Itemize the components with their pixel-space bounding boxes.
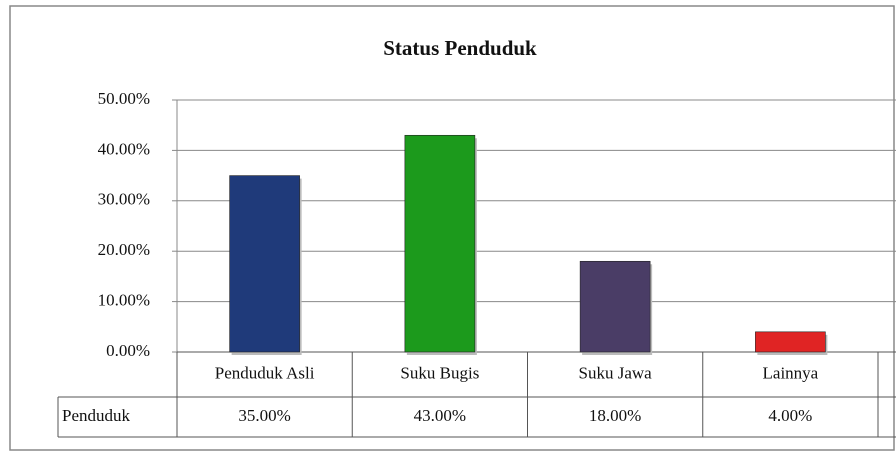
x-tick-label: Suku Bugis xyxy=(400,363,479,382)
bar xyxy=(579,260,651,353)
y-tick-label: 20.00% xyxy=(98,240,150,259)
x-tick-label: Suku Jawa xyxy=(579,363,653,382)
x-tick-label: Penduduk Asli xyxy=(215,363,315,382)
y-tick-label: 30.00% xyxy=(98,190,150,209)
bar xyxy=(404,134,476,353)
chart-title: Status Penduduk xyxy=(383,36,537,60)
y-tick-label: 0.00% xyxy=(106,341,150,360)
data-label: 35.00% xyxy=(238,406,290,425)
x-tick-label: Lainnya xyxy=(763,363,819,382)
y-tick-label: 50.00% xyxy=(98,89,150,108)
data-label: 43.00% xyxy=(414,406,466,425)
data-label: 18.00% xyxy=(589,406,641,425)
legend-key: Penduduk xyxy=(62,406,131,425)
bar xyxy=(229,175,300,353)
y-tick-label: 40.00% xyxy=(98,139,150,158)
data-label: 4.00% xyxy=(768,406,812,425)
y-tick-label: 10.00% xyxy=(98,291,150,310)
bar xyxy=(755,331,826,353)
